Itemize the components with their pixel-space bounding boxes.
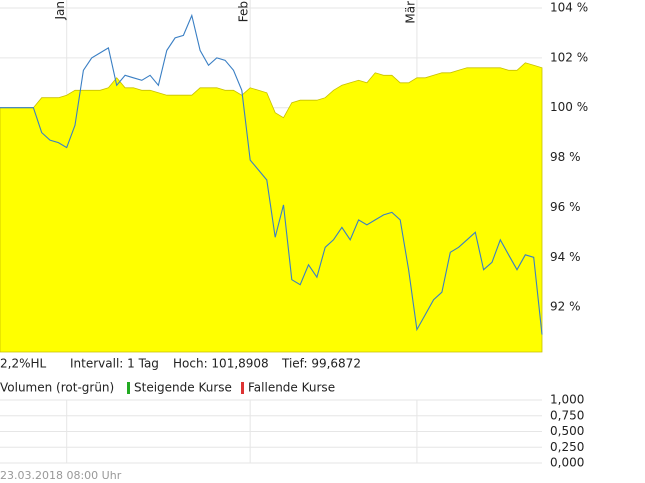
footer-timestamp: 23.03.2018 08:00 Uhr	[0, 469, 122, 482]
y-tick-label: 0,000	[550, 456, 584, 470]
y-tick-label: 0,750	[550, 408, 584, 422]
y-tick-label: 92 %	[550, 300, 581, 314]
y-tick-label: 0,250	[550, 440, 584, 454]
y-tick-label: 96 %	[550, 200, 581, 214]
legend-label: Steigende Kurse	[134, 381, 232, 395]
line	[0, 13, 543, 335]
volume-title: Volumen (rot-grün)	[0, 381, 114, 395]
info-interval: Intervall: 1 Tag	[70, 357, 159, 371]
y-tick-label: 94 %	[550, 250, 581, 264]
info-high: Hoch: 101,8908	[173, 357, 269, 371]
y-tick-label: 1,000	[550, 393, 584, 407]
info-low: Tief: 99,6872	[281, 357, 361, 371]
y-tick-label: 0,500	[550, 424, 584, 438]
y-tick-label: 104 %	[550, 1, 588, 15]
legend-swatch	[241, 382, 244, 394]
legend-label: Fallende Kurse	[248, 381, 335, 395]
x-tick-label: Mär	[403, 1, 417, 24]
info-range: 2,2%HL	[0, 357, 47, 371]
x-tick-label: Jan	[53, 1, 67, 21]
y-tick-label: 98 %	[550, 150, 581, 164]
y-tick-label: 100 %	[550, 100, 588, 114]
legend-swatch	[127, 382, 130, 394]
x-tick-label: Feb	[237, 1, 251, 22]
y-tick-label: 102 %	[550, 50, 588, 64]
